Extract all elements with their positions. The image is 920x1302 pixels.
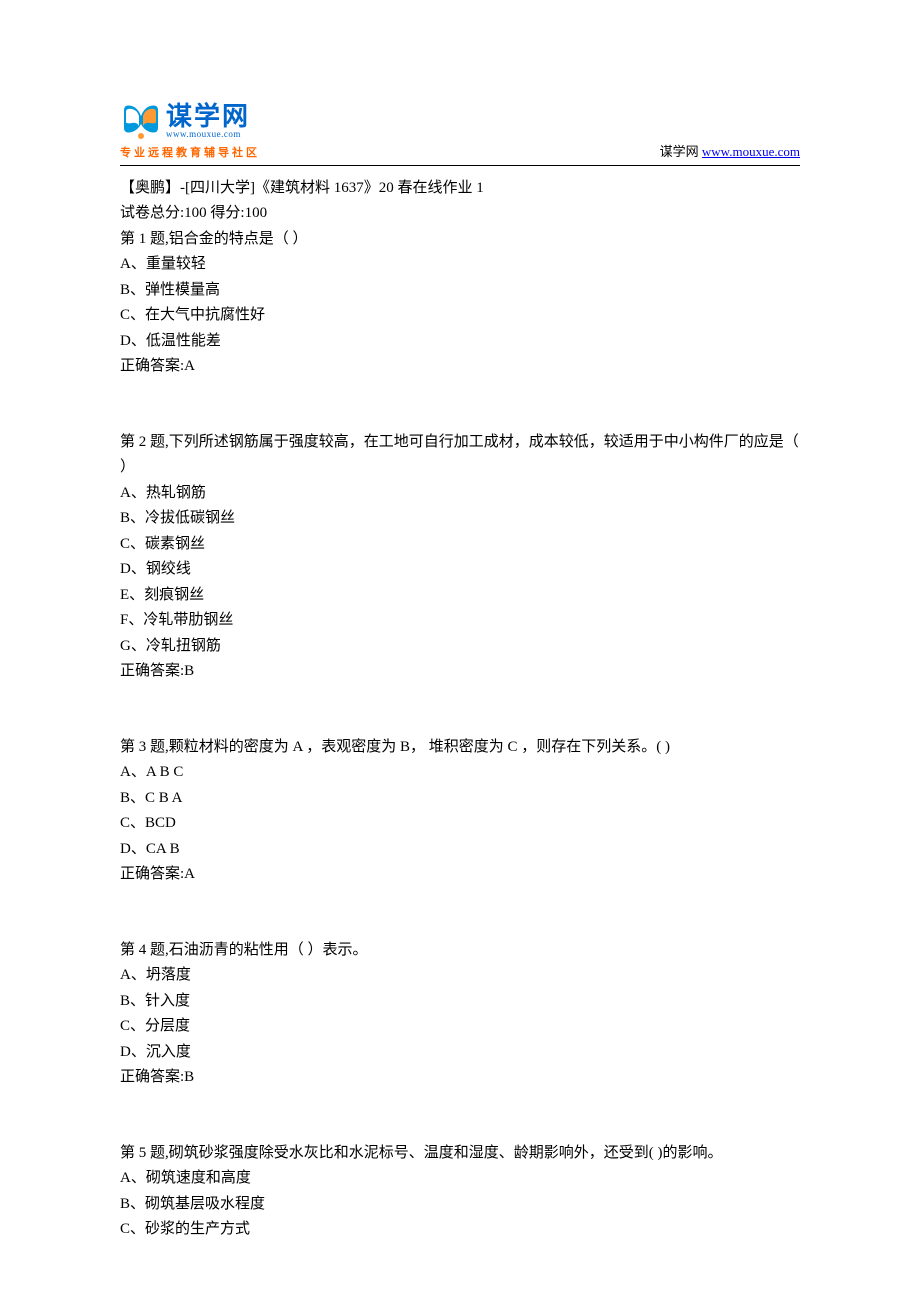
question-option: C、在大气中抗腐性好: [120, 303, 800, 329]
logo-icon: [120, 100, 162, 142]
question-stem: 第 5 题,砌筑砂浆强度除受水灰比和水泥标号、温度和湿度、龄期影响外，还受到( …: [120, 1141, 800, 1167]
question-option: D、低温性能差: [120, 329, 800, 355]
question-stem: 第 4 题,石油沥青的粘性用（ ）表示。: [120, 938, 800, 964]
question-option: A、A B C: [120, 760, 800, 786]
question-option: E、刻痕钢丝: [120, 583, 800, 609]
question-option: A、坍落度: [120, 963, 800, 989]
logo-block: 谋学网 www.mouxue.com 专业远程教育辅导社区: [120, 100, 260, 163]
page-container: 谋学网 www.mouxue.com 专业远程教育辅导社区 谋学网 www.mo…: [0, 0, 920, 1243]
question-5: 第 5 题,砌筑砂浆强度除受水灰比和水泥标号、温度和湿度、龄期影响外，还受到( …: [120, 1141, 800, 1243]
document-title: 【奥鹏】-[四川大学]《建筑材料 1637》20 春在线作业 1: [120, 176, 800, 202]
question-option: B、弹性模量高: [120, 278, 800, 304]
question-option: D、沉入度: [120, 1040, 800, 1066]
logo-main: 谋学网 www.mouxue.com: [120, 100, 250, 142]
logo-url-small: www.mouxue.com: [166, 130, 250, 140]
question-option: B、针入度: [120, 989, 800, 1015]
question-4: 第 4 题,石油沥青的粘性用（ ）表示。 A、坍落度 B、针入度 C、分层度 D…: [120, 938, 800, 1091]
question-option: C、BCD: [120, 811, 800, 837]
question-option: C、分层度: [120, 1014, 800, 1040]
question-option: G、冷轧扭钢筋: [120, 634, 800, 660]
question-option: A、重量较轻: [120, 252, 800, 278]
question-stem: 第 2 题,下列所述钢筋属于强度较高，在工地可自行加工成材，成本较低，较适用于中…: [120, 430, 800, 481]
question-answer: 正确答案:B: [120, 659, 800, 685]
question-option: B、C B A: [120, 786, 800, 812]
question-option: C、碳素钢丝: [120, 532, 800, 558]
logo-subtitle: 专业远程教育辅导社区: [120, 144, 260, 163]
question-answer: 正确答案:B: [120, 1065, 800, 1091]
logo-text-block: 谋学网 www.mouxue.com: [166, 102, 250, 140]
logo-title: 谋学网: [166, 102, 250, 131]
question-1: 第 1 题,铝合金的特点是（ ） A、重量较轻 B、弹性模量高 C、在大气中抗腐…: [120, 227, 800, 380]
question-option: B、砌筑基层吸水程度: [120, 1192, 800, 1218]
question-option: B、冷拔低碳钢丝: [120, 506, 800, 532]
question-answer: 正确答案:A: [120, 862, 800, 888]
question-option: C、砂浆的生产方式: [120, 1217, 800, 1243]
question-2: 第 2 题,下列所述钢筋属于强度较高，在工地可自行加工成材，成本较低，较适用于中…: [120, 430, 800, 685]
question-option: D、CA B: [120, 837, 800, 863]
header-link: 谋学网 www.mouxue.com: [660, 141, 800, 163]
header-link-prefix: 谋学网: [660, 144, 702, 159]
question-stem: 第 1 题,铝合金的特点是（ ）: [120, 227, 800, 253]
question-stem: 第 3 题,颗粒材料的密度为 A ，表观密度为 B， 堆积密度为 C ，则存在下…: [120, 735, 800, 761]
question-option: D、钢绞线: [120, 557, 800, 583]
question-answer: 正确答案:A: [120, 354, 800, 380]
question-option: A、热轧钢筋: [120, 481, 800, 507]
header-link-url[interactable]: www.mouxue.com: [702, 144, 800, 159]
content: 【奥鹏】-[四川大学]《建筑材料 1637》20 春在线作业 1 试卷总分:10…: [120, 174, 800, 1243]
question-option: A、砌筑速度和高度: [120, 1166, 800, 1192]
header-row: 谋学网 www.mouxue.com 专业远程教育辅导社区 谋学网 www.mo…: [120, 100, 800, 166]
score-line: 试卷总分:100 得分:100: [120, 201, 800, 227]
question-3: 第 3 题,颗粒材料的密度为 A ，表观密度为 B， 堆积密度为 C ，则存在下…: [120, 735, 800, 888]
question-option: F、冷轧带肋钢丝: [120, 608, 800, 634]
